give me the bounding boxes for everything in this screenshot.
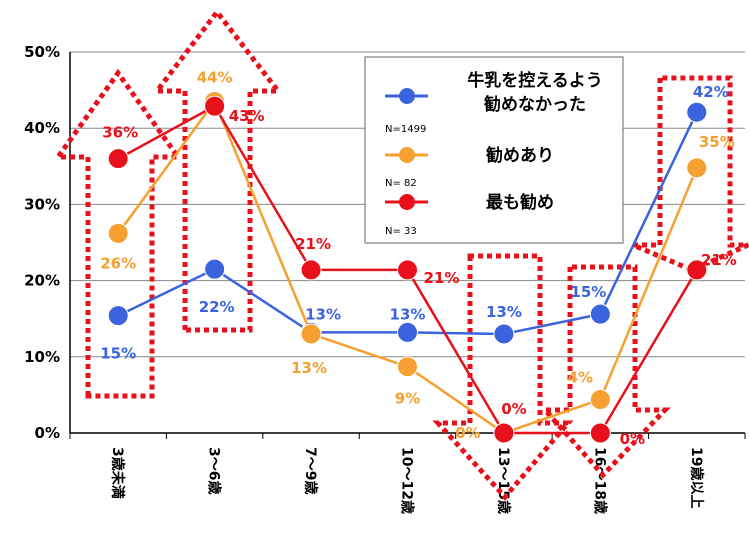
x-tick-label: 3歳未満: [109, 447, 126, 499]
highlight-arrow-up-3-6: [151, 7, 284, 333]
data-point: [107, 305, 129, 327]
x-tick-label: 16～18歳: [591, 447, 608, 514]
y-tick-label: 50%: [24, 43, 60, 61]
legend-n-series-2: N= 82: [385, 178, 417, 189]
data-point: [397, 321, 418, 343]
data-labels: 15% 22% 13% 13% 13% 15% 42% 26% 44% 13% 9% 0% 4% 35% 3…: [100, 69, 736, 448]
data-point: [397, 259, 418, 281]
data-point: [589, 388, 611, 410]
data-point: [589, 422, 611, 444]
highlight-arrow-up-3: [53, 68, 183, 399]
legend-label-series-2: 勧めあり: [486, 145, 554, 166]
data-label: 15%: [570, 283, 606, 301]
highlight-arrow-down-16-18: [539, 264, 671, 479]
data-label: 15%: [100, 345, 136, 363]
y-tick-label: 30%: [24, 195, 60, 213]
highlight-shapes: [53, 7, 749, 501]
highlight-arrow-down-13-15: [432, 253, 574, 501]
data-point: [397, 356, 418, 378]
series-lines: [107, 91, 708, 444]
data-label: 13%: [291, 359, 327, 377]
highlight-arrow-down-19: [632, 75, 749, 273]
data-point: [686, 259, 708, 281]
data-label: 44%: [197, 69, 233, 87]
x-tick-label: 10～12歳: [399, 447, 416, 514]
legend-n-series-3: N= 33: [385, 226, 417, 237]
x-tick-label: 7～9歳: [302, 447, 319, 494]
data-label: 13%: [390, 305, 426, 323]
y-tick-label: 40%: [24, 119, 60, 137]
legend: 牛乳を控えるよう 勧めなかった N=1499 勧めあり N= 82 最も勧め N…: [364, 56, 624, 244]
data-point: [107, 222, 129, 244]
data-label: 35%: [699, 133, 735, 151]
data-point: [493, 422, 515, 444]
data-point: [300, 259, 322, 281]
data-label: 0%: [620, 430, 645, 448]
data-label: 36%: [102, 124, 138, 142]
legend-label-series-1-line1: 牛乳を控えるよう: [467, 70, 603, 91]
data-label: 21%: [424, 269, 460, 287]
legend-marker-series-2: [399, 147, 415, 163]
data-label: 0%: [501, 400, 526, 418]
x-tick-label: 13～15歳: [495, 447, 512, 514]
data-label: 43%: [229, 107, 265, 125]
data-label: 42%: [693, 83, 729, 101]
data-point: [204, 95, 226, 117]
data-point: [300, 323, 322, 345]
legend-n-series-1: N=1499: [385, 124, 426, 135]
data-point: [589, 303, 611, 325]
data-label: 21%: [295, 235, 331, 253]
data-label: 0%: [455, 424, 480, 442]
data-point: [107, 148, 129, 170]
data-point: [493, 323, 515, 345]
x-tick-label: 19歳以上: [688, 447, 705, 508]
y-tick-label: 0%: [35, 424, 60, 442]
data-point: [686, 101, 708, 123]
data-label: 21%: [701, 251, 737, 269]
legend-marker-series-3: [399, 194, 415, 210]
legend-marker-series-1: [399, 88, 415, 104]
data-label: 26%: [100, 254, 136, 272]
legend-label-series-1-line2: 勧めなかった: [484, 94, 586, 115]
data-label: 13%: [486, 303, 522, 321]
y-tick-label: 10%: [24, 348, 60, 366]
data-label: 22%: [199, 298, 235, 316]
data-point: [204, 258, 226, 280]
data-label: 9%: [395, 390, 420, 408]
y-tick-label: 20%: [24, 272, 60, 290]
legend-label-series-3: 最も勧め: [486, 192, 554, 213]
data-label: 13%: [305, 305, 341, 323]
y-axis-ticks: 0% 10% 20% 30% 40% 50%: [24, 43, 60, 442]
x-axis-labels: 3歳未満 3～6歳 7～9歳 10～12歳 13～15歳 16～18歳 19歳以上: [109, 447, 705, 514]
data-point: [686, 157, 708, 179]
x-tick-label: 3～6歳: [206, 447, 223, 494]
data-label: 4%: [568, 368, 593, 386]
